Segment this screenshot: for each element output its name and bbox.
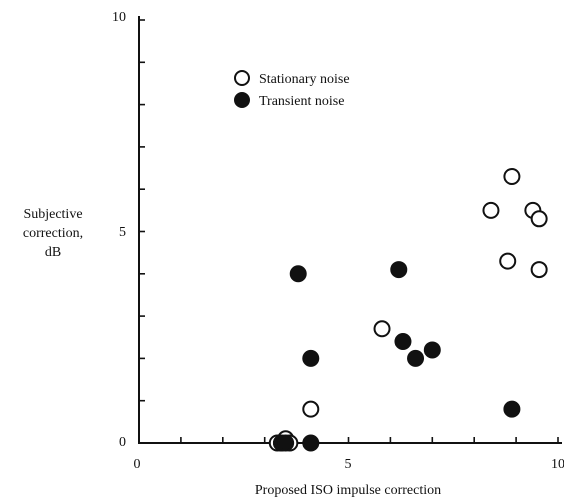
stationary-noise-point — [482, 201, 500, 219]
stationary-noise-point — [530, 210, 548, 228]
transient-noise-point — [423, 341, 441, 359]
transient-noise-point — [390, 261, 408, 279]
stationary-noise-point — [530, 261, 548, 279]
y-tick-label-0: 0 — [119, 435, 126, 450]
stationary-noise-point — [302, 400, 320, 418]
axis-ticks — [139, 19, 559, 443]
axes-frame — [138, 16, 562, 444]
legend-label-transient: Transient noise — [259, 94, 344, 109]
x-tick-label-10: 10 — [551, 457, 564, 472]
y-axis-title-line-1: Subjective — [23, 207, 82, 222]
x-tick-label-0: 0 — [134, 457, 141, 472]
transient-noise-point — [394, 332, 412, 350]
stationary-noise-point — [503, 168, 521, 186]
x-axis-title: Proposed ISO impulse correction — [255, 483, 441, 498]
legend-marker-stationary — [234, 70, 250, 86]
transient-noise-point — [302, 349, 320, 367]
transient-noise-point — [277, 434, 295, 452]
stationary-noise-point — [499, 252, 517, 270]
data-points — [268, 168, 548, 452]
y-tick-label-10: 10 — [112, 10, 126, 25]
stationary-noise-point — [373, 320, 391, 338]
transient-noise-point — [289, 265, 307, 283]
transient-noise-point — [503, 400, 521, 418]
x-tick-label-5: 5 — [345, 457, 352, 472]
y-axis-title-line-3: dB — [45, 245, 61, 260]
y-axis-title-line-2: correction, — [23, 226, 83, 241]
legend: Stationary noise Transient noise — [234, 70, 350, 109]
transient-noise-point — [302, 434, 320, 452]
legend-marker-transient — [234, 92, 250, 108]
y-tick-label-5: 5 — [119, 225, 126, 240]
transient-noise-point — [407, 349, 425, 367]
legend-label-stationary: Stationary noise — [259, 72, 350, 87]
